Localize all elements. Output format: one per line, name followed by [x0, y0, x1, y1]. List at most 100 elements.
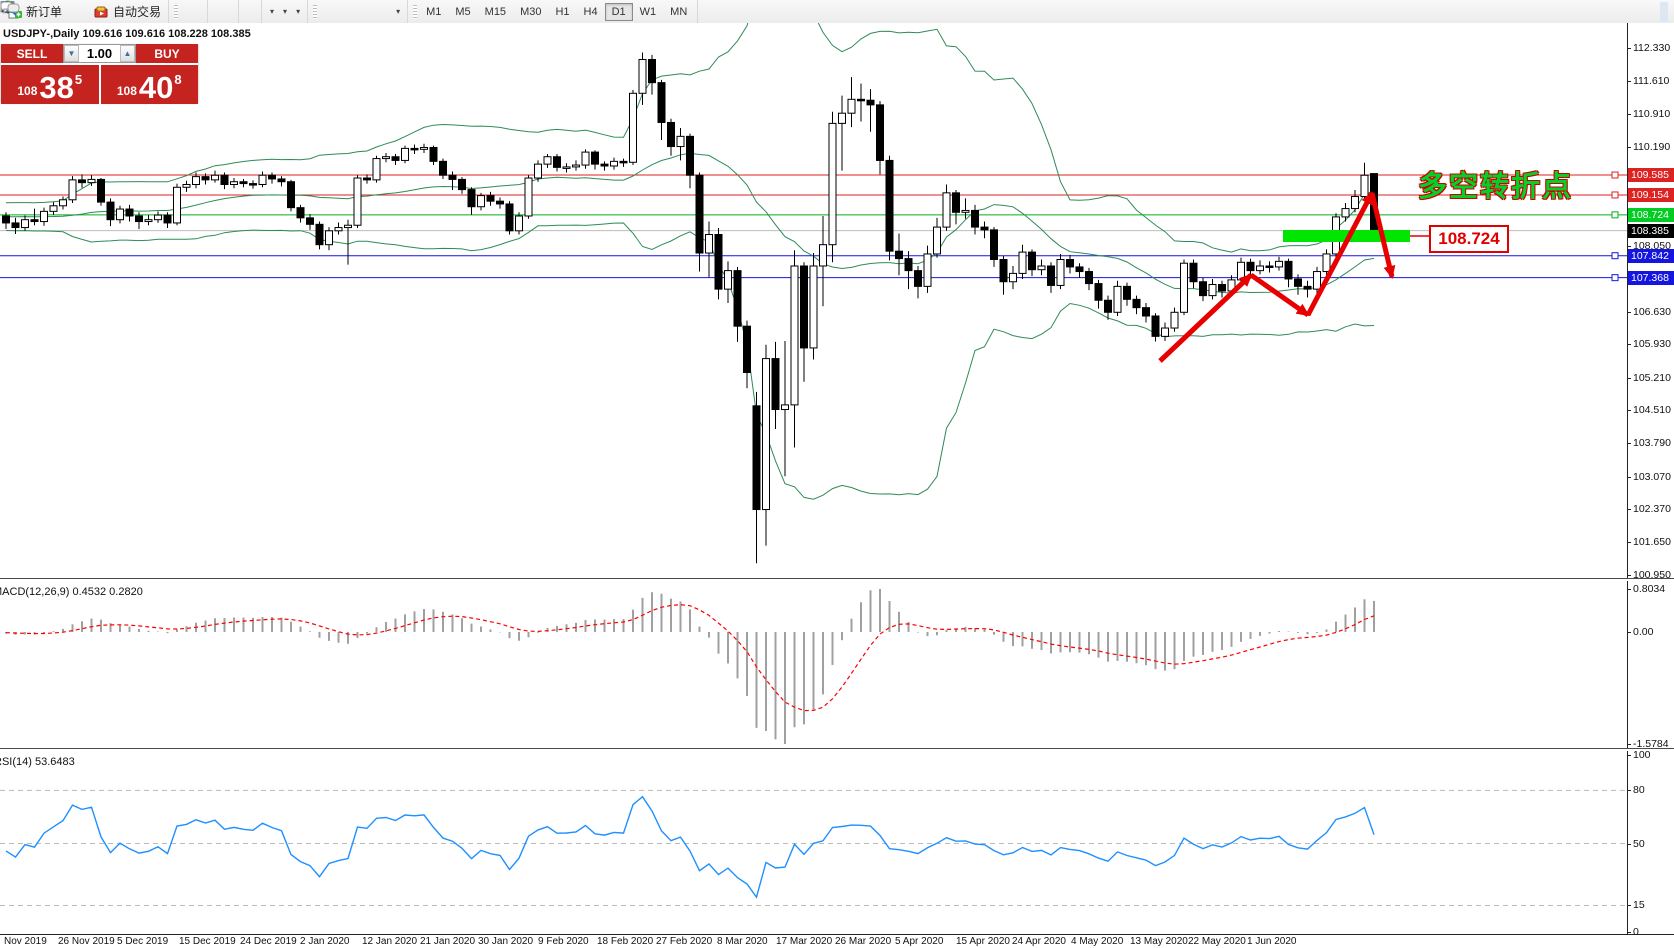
- timeframe-m30[interactable]: M30: [520, 5, 542, 18]
- price-chart-canvas[interactable]: [0, 23, 1627, 578]
- sell-price[interactable]: 108 38 5: [1, 65, 101, 104]
- candlestick-chart-icon[interactable]: [2, 1, 196, 22]
- candle: [1037, 265, 1046, 271]
- templates-button[interactable]: ▾: [0, 1, 304, 22]
- candle: [553, 156, 561, 168]
- candle: [144, 219, 153, 223]
- rsi-label: RSI(14) 53.6483: [0, 756, 75, 768]
- fibonacci-tool-icon[interactable]: F: [0, 1, 375, 22]
- buy-price[interactable]: 108 40 8: [100, 65, 198, 104]
- candle: [942, 192, 951, 228]
- volume-up-button[interactable]: ▲: [120, 45, 135, 62]
- trend-arrow[interactable]: [1369, 192, 1396, 279]
- strategy-tester-icon[interactable]: [3, 0, 90, 22]
- periods-button[interactable]: ▾: [0, 0, 291, 22]
- candle: [296, 207, 305, 219]
- price-badge-108.385: 108.385: [1628, 223, 1674, 238]
- line-chart-icon[interactable]: [0, 1, 204, 22]
- trend-arrow[interactable]: [1158, 273, 1253, 363]
- cursor-tool-icon[interactable]: [3, 1, 327, 22]
- macd-panel[interactable]: MACD(12,26,9) 0.4532 0.2820 0.8034 0.00 -1…: [0, 581, 1674, 750]
- rsi-panel[interactable]: RSI(14) 53.6483 100 80 50 15 0: [0, 749, 1674, 938]
- chat-icon[interactable]: [0, 1, 1668, 22]
- timeframe-d1[interactable]: D1: [604, 2, 633, 21]
- candle: [857, 98, 865, 102]
- candle: [904, 258, 913, 272]
- chart-title: USDJPY-,Daily 109.616 109.616 108.228 10…: [3, 28, 251, 40]
- search-icon[interactable]: [2, 1, 1652, 22]
- market-watch-icon[interactable]: [0, 0, 74, 22]
- time-label: 2 Jan 2020: [300, 936, 350, 947]
- candle: [876, 104, 884, 161]
- sell-button[interactable]: SELL: [1, 44, 63, 63]
- support-zone-rectangle[interactable]: [1283, 230, 1410, 242]
- time-label: 13 May 2020: [1130, 936, 1188, 947]
- timeframe-m5[interactable]: M5: [455, 5, 471, 18]
- zoom-in-icon[interactable]: [1, 1, 219, 22]
- chart-shift-icon[interactable]: [1, 2, 250, 22]
- autotrade-button[interactable]: 自动交易: [90, 2, 165, 22]
- label-tool-icon[interactable]: T: [0, 1, 391, 22]
- timeframe-h4[interactable]: H4: [583, 5, 598, 18]
- candle: [458, 178, 466, 191]
- candle: [125, 208, 134, 217]
- trend-arrow[interactable]: [1305, 191, 1375, 317]
- timeframe-mn[interactable]: MN: [670, 5, 688, 18]
- buy-button[interactable]: BUY: [136, 44, 198, 63]
- candle: [97, 178, 105, 203]
- data-window-icon[interactable]: [0, 1, 82, 22]
- candle: [762, 358, 770, 511]
- timeframe-m15[interactable]: M15: [484, 5, 507, 18]
- main-chart-panel[interactable]: USDJPY-,Daily 109.616 109.616 108.228 10…: [0, 23, 1674, 581]
- volume-down-button[interactable]: ▼: [64, 45, 79, 62]
- macd-tick: 0.00: [1633, 625, 1654, 638]
- candle: [1170, 311, 1179, 329]
- macd-canvas: [5, 589, 1375, 744]
- indicators-button[interactable]: ▾: [0, 2, 278, 22]
- candle: [315, 223, 324, 246]
- candle: [733, 270, 742, 327]
- candle: [306, 217, 314, 225]
- candle: [724, 270, 732, 290]
- trendline-tool-icon[interactable]: [1, 1, 359, 22]
- time-label: 30 Jan 2020: [478, 936, 534, 947]
- time-axis[interactable]: Nov 2019 26 Nov 2019 5 Dec 2019 15 Dec 2019…: [0, 934, 1674, 948]
- candle: [505, 203, 514, 232]
- candle: [524, 177, 533, 217]
- candle: [695, 174, 704, 254]
- candle: [1056, 259, 1065, 286]
- shapes-tool-icon[interactable]: ▾: [1, 1, 404, 22]
- text-tool-icon[interactable]: A: [3, 2, 383, 22]
- timeframe-w1[interactable]: W1: [639, 5, 657, 18]
- candle: [1009, 272, 1017, 283]
- main-toolbar: 新订单 自动交易 ▾ ▾: [0, 0, 1674, 24]
- volume-input[interactable]: 1.00: [86, 46, 113, 61]
- candle: [743, 325, 751, 373]
- vline-tool-icon[interactable]: [6, 1, 343, 22]
- bar-chart-icon[interactable]: [2, 2, 188, 22]
- price-tick: 103.790: [1633, 437, 1671, 450]
- candle: [914, 270, 922, 287]
- timeframe-h1[interactable]: H1: [555, 5, 570, 18]
- candle: [154, 214, 162, 221]
- candle: [648, 58, 656, 84]
- rsi-line: [5, 795, 1375, 899]
- timeframe-m1[interactable]: M1: [426, 5, 442, 18]
- candle: [78, 179, 86, 184]
- price-axis-line: [1627, 23, 1628, 578]
- hline-tool-icon[interactable]: [1, 2, 351, 22]
- channel-tool-icon[interactable]: E: [0, 1, 367, 22]
- one-click-trade-widget: SELL ▼ 1.00 ▲ BUY 108 38 5 108 40 8: [1, 44, 198, 104]
- candle: [40, 210, 48, 223]
- trend-arrow[interactable]: [1249, 272, 1310, 318]
- time-label: 12 Jan 2020: [362, 936, 418, 947]
- tile-windows-icon[interactable]: [1, 1, 235, 22]
- candle: [990, 229, 998, 261]
- crosshair-tool-icon[interactable]: [1, 1, 335, 22]
- candle: [1265, 265, 1274, 268]
- time-label: 9 Feb 2020: [538, 936, 589, 947]
- zoom-out-icon[interactable]: [1, 1, 227, 22]
- candle: [401, 147, 409, 161]
- candle: [1360, 174, 1369, 198]
- chart-autoscroll-icon[interactable]: [1, 2, 258, 22]
